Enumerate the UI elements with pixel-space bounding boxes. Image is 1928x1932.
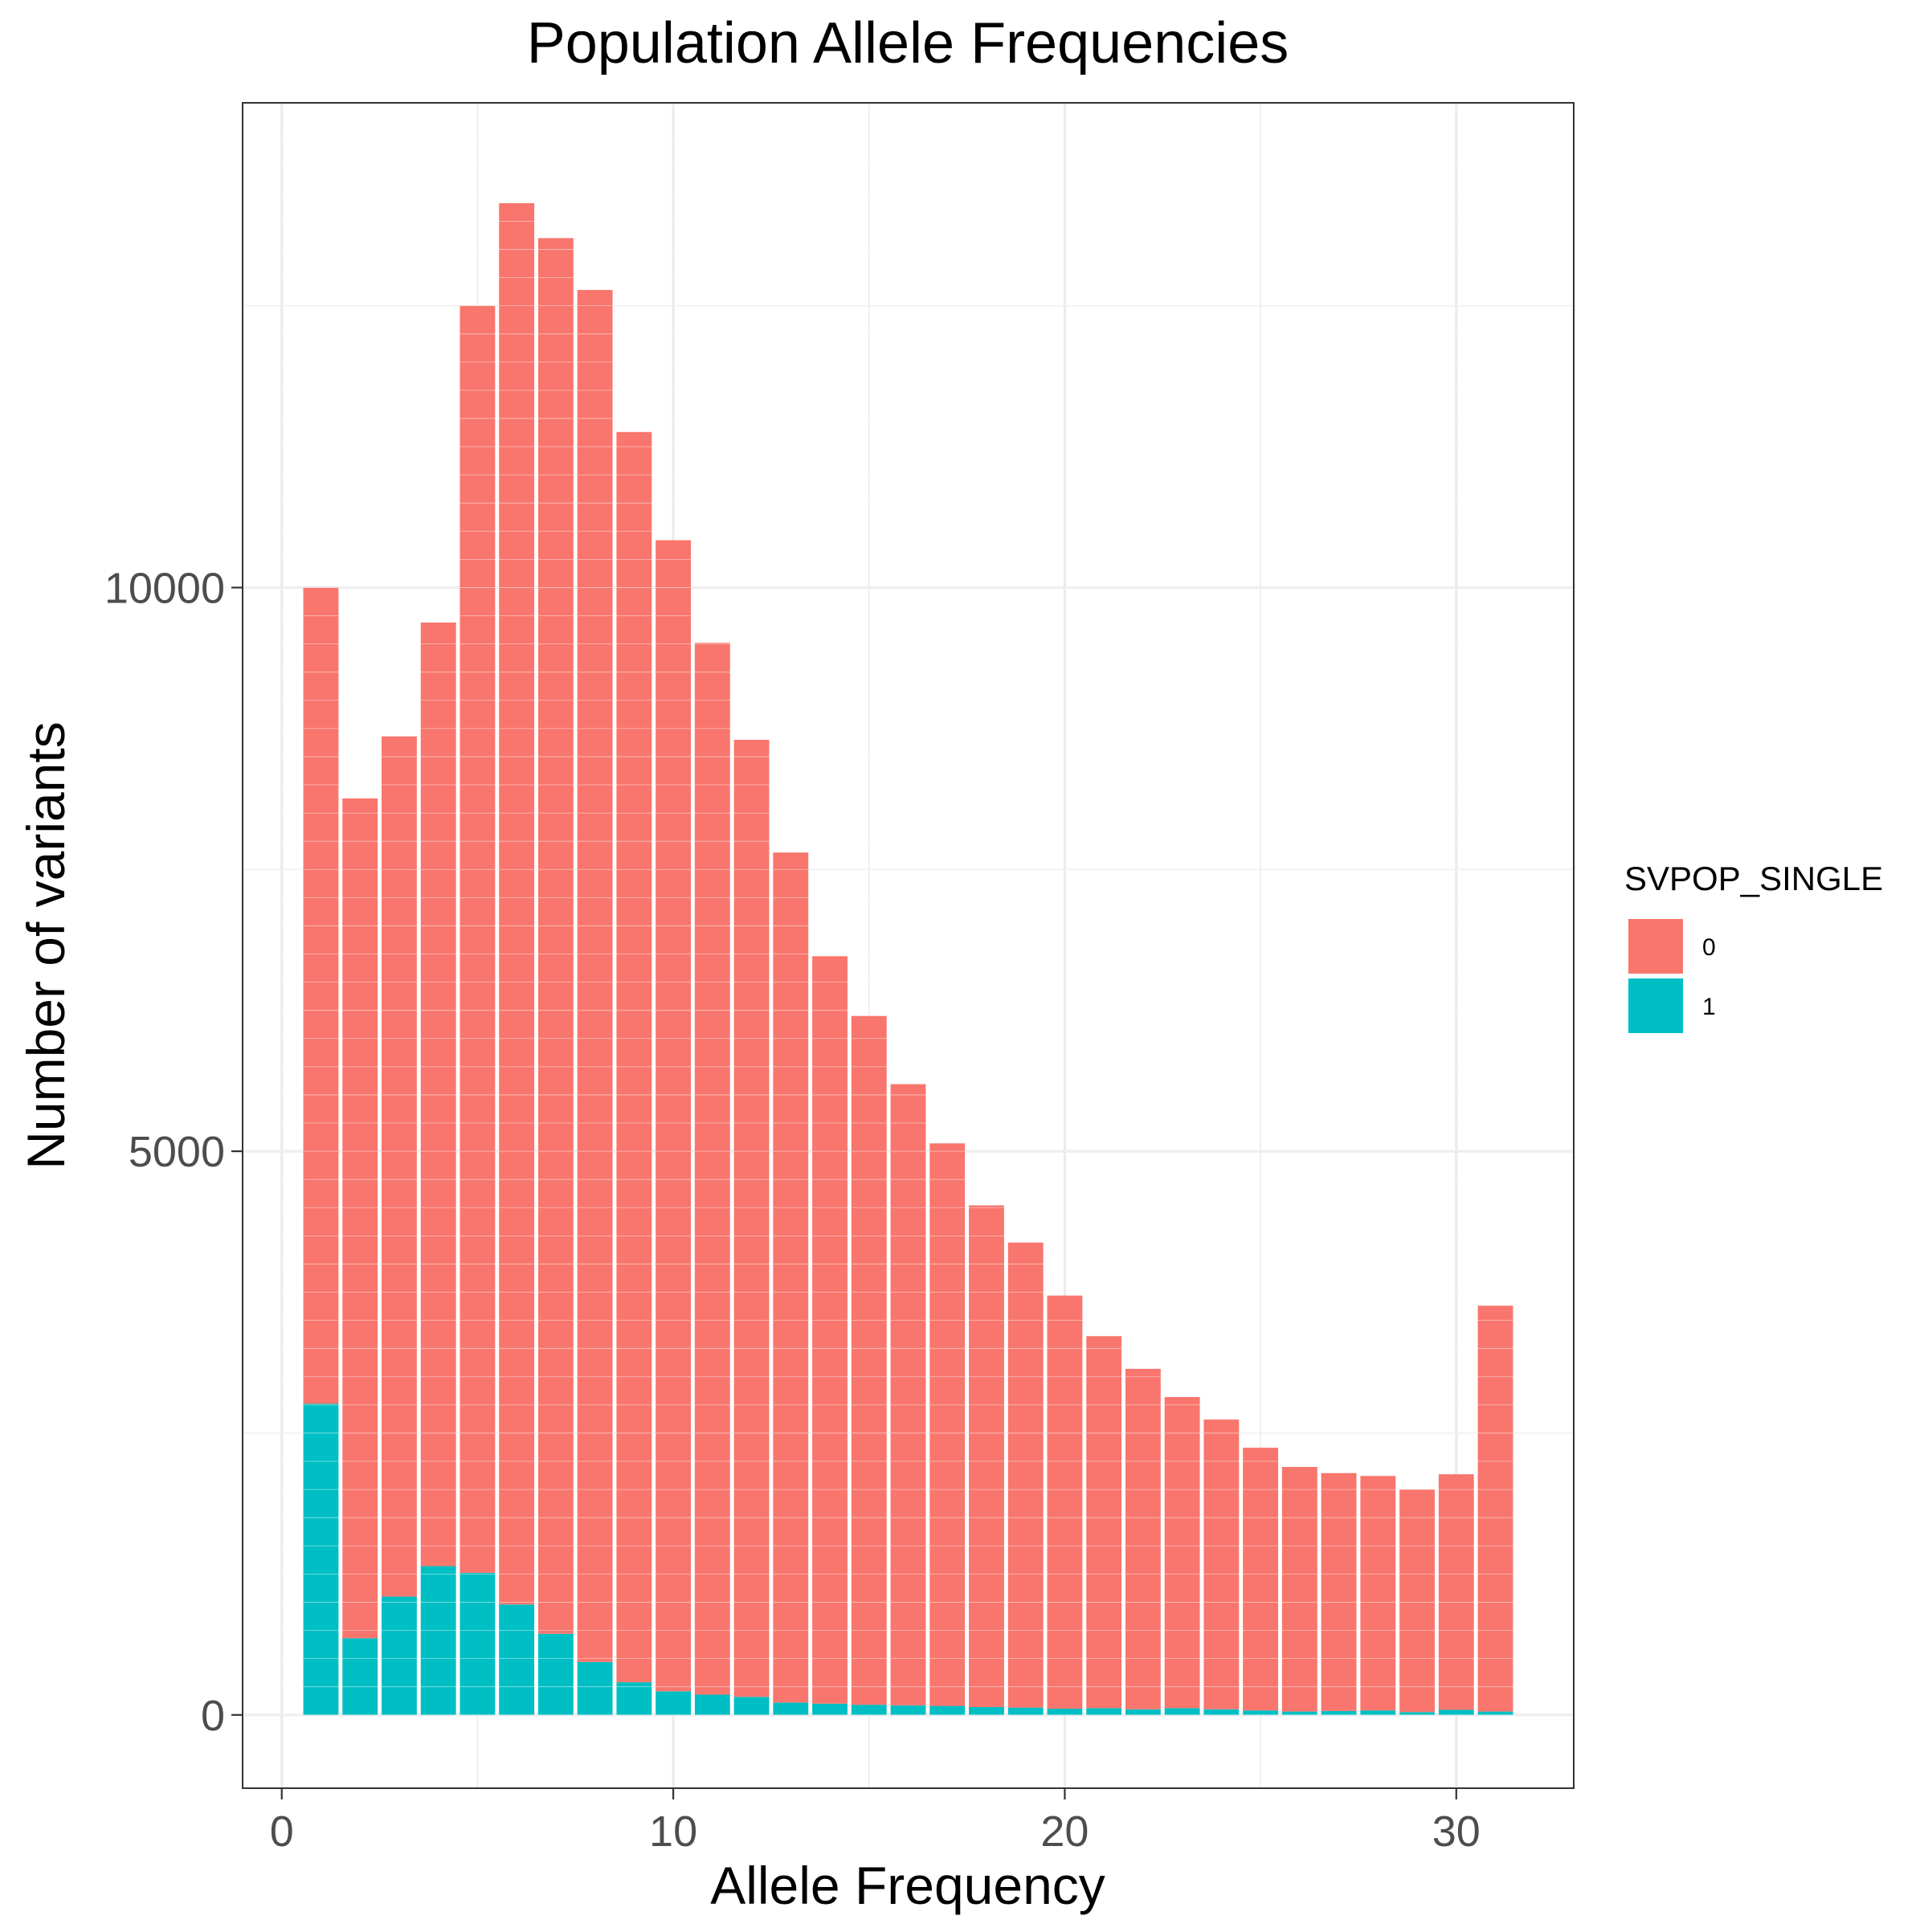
bar-series-1 xyxy=(969,1706,1004,1715)
bar-separators xyxy=(243,108,1574,1716)
bar-series-1 xyxy=(537,1633,574,1715)
bar-series-0 xyxy=(1203,1419,1240,1709)
plot-panel-border xyxy=(242,102,1575,1789)
bar-series-1 xyxy=(1243,1710,1279,1715)
bar-series-1 xyxy=(420,1566,456,1715)
bars xyxy=(303,202,1513,1715)
bar-series-0 xyxy=(499,202,535,1605)
bar-series-0 xyxy=(1321,1472,1357,1711)
legend: SVPOP_SINGLE 01 xyxy=(1624,860,1883,1033)
bar-series-0 xyxy=(773,852,809,1703)
bar-series-1 xyxy=(1125,1709,1161,1715)
bar-series-1 xyxy=(773,1702,809,1715)
bar-series-0 xyxy=(420,622,456,1566)
bar-series-0 xyxy=(1047,1295,1083,1709)
bar-series-0 xyxy=(460,305,496,1573)
bar-series-0 xyxy=(577,289,613,1662)
legend-key-1 xyxy=(1628,978,1683,1033)
bar-series-0 xyxy=(1477,1305,1513,1712)
bar-series-1 xyxy=(1399,1712,1435,1715)
bar-series-1 xyxy=(1047,1709,1083,1715)
x-tick-label: 30 xyxy=(1432,1807,1481,1856)
axes: 0 10 20 30 0 5000 10000 xyxy=(104,564,1481,1856)
bar-series-0 xyxy=(929,1143,966,1706)
chart-title: Population Allele Frequencies xyxy=(527,11,1289,76)
bar-series-1 xyxy=(1477,1711,1513,1715)
bar-series-1 xyxy=(460,1572,496,1715)
bar-series-0 xyxy=(1281,1467,1317,1712)
bar-series-1 xyxy=(499,1604,535,1715)
bar-series-1 xyxy=(616,1682,652,1715)
bar-series-1 xyxy=(303,1403,339,1715)
bar-series-0 xyxy=(1360,1476,1396,1711)
x-tick-label: 10 xyxy=(649,1807,697,1856)
bar-series-1 xyxy=(851,1705,887,1715)
bar-series-1 xyxy=(382,1596,417,1715)
bar-series-1 xyxy=(733,1697,770,1715)
bar-series-0 xyxy=(303,587,339,1404)
y-tick-label: 5000 xyxy=(129,1128,225,1176)
bar-series-1 xyxy=(1438,1709,1474,1715)
bar-series-0 xyxy=(342,798,378,1639)
bar-series-0 xyxy=(1086,1336,1122,1709)
bar-series-0 xyxy=(733,739,770,1697)
bar-series-1 xyxy=(1007,1707,1044,1715)
bar-series-0 xyxy=(969,1205,1004,1707)
bar-series-1 xyxy=(1321,1710,1357,1715)
bar-series-1 xyxy=(929,1705,966,1715)
bar-series-0 xyxy=(1164,1397,1200,1709)
bar-series-1 xyxy=(1360,1710,1396,1715)
y-tick-label: 10000 xyxy=(104,564,225,612)
bar-series-1 xyxy=(1086,1708,1122,1715)
bar-series-1 xyxy=(1203,1709,1240,1715)
bar-series-0 xyxy=(890,1084,926,1705)
bar-series-0 xyxy=(1243,1448,1279,1711)
y-axis-label: Number of variants xyxy=(16,721,76,1170)
bar-series-1 xyxy=(577,1661,613,1715)
bar-series-0 xyxy=(812,956,848,1704)
bar-series-0 xyxy=(694,643,730,1695)
legend-title: SVPOP_SINGLE xyxy=(1624,860,1883,897)
x-tick-label: 20 xyxy=(1040,1807,1089,1856)
y-tick-label: 0 xyxy=(201,1692,225,1740)
legend-label-1: 1 xyxy=(1702,994,1716,1020)
bar-series-0 xyxy=(1125,1368,1161,1709)
legend-key-0 xyxy=(1628,919,1683,974)
bar-series-0 xyxy=(1438,1474,1474,1710)
bar-series-1 xyxy=(656,1691,692,1715)
bar-series-0 xyxy=(616,431,652,1683)
bar-series-1 xyxy=(342,1638,378,1715)
bar-series-1 xyxy=(1164,1708,1200,1715)
bar-series-0 xyxy=(537,238,574,1634)
bar-series-1 xyxy=(694,1694,730,1715)
bar-series-1 xyxy=(812,1703,848,1715)
bar-series-1 xyxy=(890,1705,926,1715)
x-axis-label: Allele Frequency xyxy=(710,1856,1105,1915)
x-tick-label: 0 xyxy=(270,1807,294,1856)
legend-entries: 01 xyxy=(1628,919,1716,1033)
bar-series-0 xyxy=(1399,1489,1435,1713)
bar-series-0 xyxy=(851,1015,887,1705)
bar-series-0 xyxy=(656,540,692,1692)
bar-series-0 xyxy=(1007,1242,1044,1708)
bar-series-1 xyxy=(1281,1711,1317,1715)
legend-label-0: 0 xyxy=(1702,934,1716,961)
bar-series-0 xyxy=(382,736,417,1597)
